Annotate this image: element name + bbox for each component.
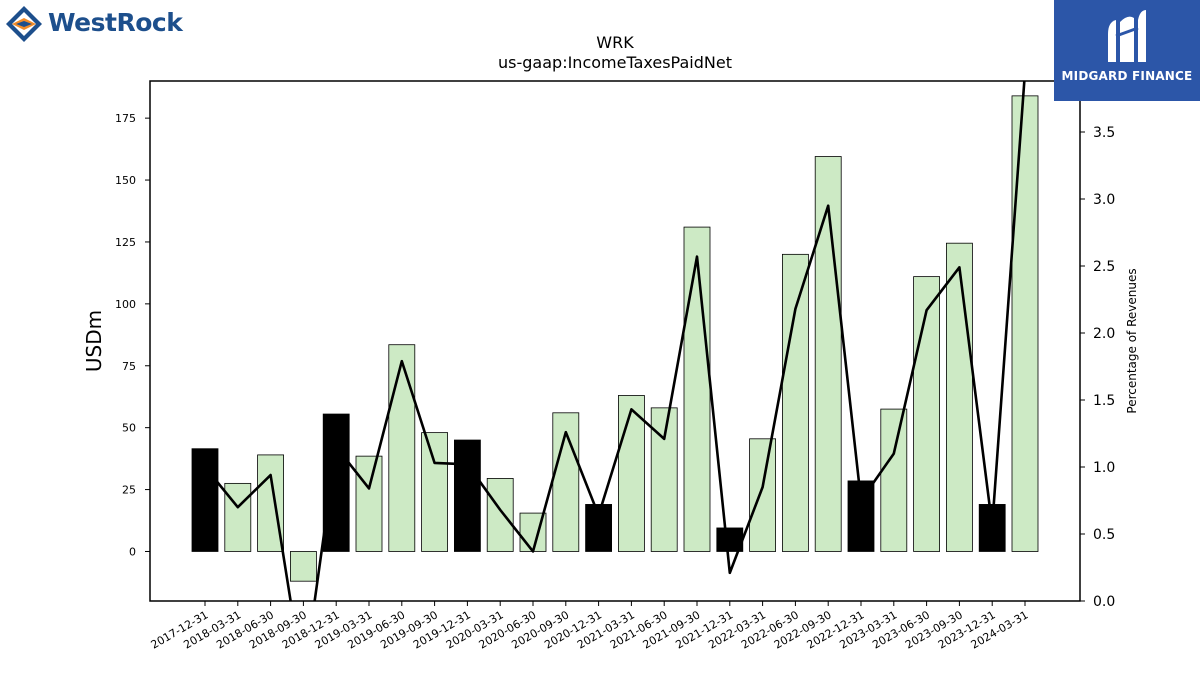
midgard-finance-logo: MIDGARD FINANCE <box>1054 0 1200 101</box>
y2-tick-label: 3.0 <box>1093 192 1115 208</box>
y2-tick-label: 1.5 <box>1093 393 1115 409</box>
westrock-wordmark: WestRock <box>48 8 183 37</box>
y-tick-label: 0 <box>129 545 136 558</box>
y-tick-label: 75 <box>122 360 136 373</box>
y2-tick-label: 2.5 <box>1093 259 1115 275</box>
revenue-pct-line <box>203 81 1026 601</box>
y-tick-label: 125 <box>115 236 136 249</box>
y-tick-label: 100 <box>115 298 136 311</box>
y-axis-left: 0 25 50 75 100 125 150 175 <box>115 112 150 558</box>
westrock-diamond-icon <box>6 6 42 42</box>
plot-frame <box>149 80 1081 602</box>
bar-2020-03-31 <box>486 478 514 552</box>
y2-tick-label: 1.0 <box>1093 460 1115 476</box>
x-axis: 2017-12-312018-03-312018-06-302018-09-30… <box>149 601 1031 652</box>
bar-2023-06-30 <box>913 276 940 552</box>
midgard-wordmark: MIDGARD FINANCE <box>1061 69 1193 83</box>
y-axis-label: USDm <box>82 310 106 372</box>
bar-2021-09-30 <box>683 226 711 552</box>
y-tick-label: 25 <box>122 484 136 497</box>
bar-2024-03-31 <box>1011 95 1039 552</box>
y2-tick-label: 0.0 <box>1093 594 1115 610</box>
bar-2019-09-30 <box>421 432 449 552</box>
bar-2018-09-30 <box>289 551 317 582</box>
bar-2021-03-31 <box>618 395 645 552</box>
bar-2017-12-31 <box>191 448 219 552</box>
bar-2018-03-31 <box>224 482 252 552</box>
bar-2020-12-31 <box>585 504 612 552</box>
y-tick-label: 175 <box>115 112 136 125</box>
y-tick-label: 150 <box>115 174 136 187</box>
bar-2018-12-31 <box>322 413 350 552</box>
y-axis-right: 0.0 0.5 1.0 1.5 2.0 2.5 3.0 3.5 <box>1080 125 1115 610</box>
westrock-logo: WestRock <box>4 4 194 44</box>
bar-2019-06-30 <box>388 344 416 552</box>
y-tick-label: 50 <box>122 422 136 435</box>
bar-2023-09-30 <box>946 242 973 552</box>
line-group <box>203 81 1026 601</box>
bar-2022-09-30 <box>814 156 842 552</box>
y2-axis-label: Percentage of Revenues <box>1125 268 1139 413</box>
chart-subtitle: us-gaap:IncomeTaxesPaidNet <box>498 53 732 72</box>
bar-2023-03-31 <box>880 408 908 552</box>
y2-tick-label: 0.5 <box>1093 527 1115 543</box>
y2-tick-label: 3.5 <box>1093 125 1115 141</box>
bar-2022-06-30 <box>782 253 809 552</box>
midgard-emblem-icon <box>1108 10 1146 63</box>
bar-2022-03-31 <box>749 438 776 552</box>
chart-title: WRK <box>596 33 634 52</box>
bars-group <box>191 95 1039 582</box>
bar-2019-12-31 <box>453 439 481 552</box>
bar-2019-03-31 <box>355 455 383 552</box>
y2-tick-label: 2.0 <box>1093 326 1115 342</box>
